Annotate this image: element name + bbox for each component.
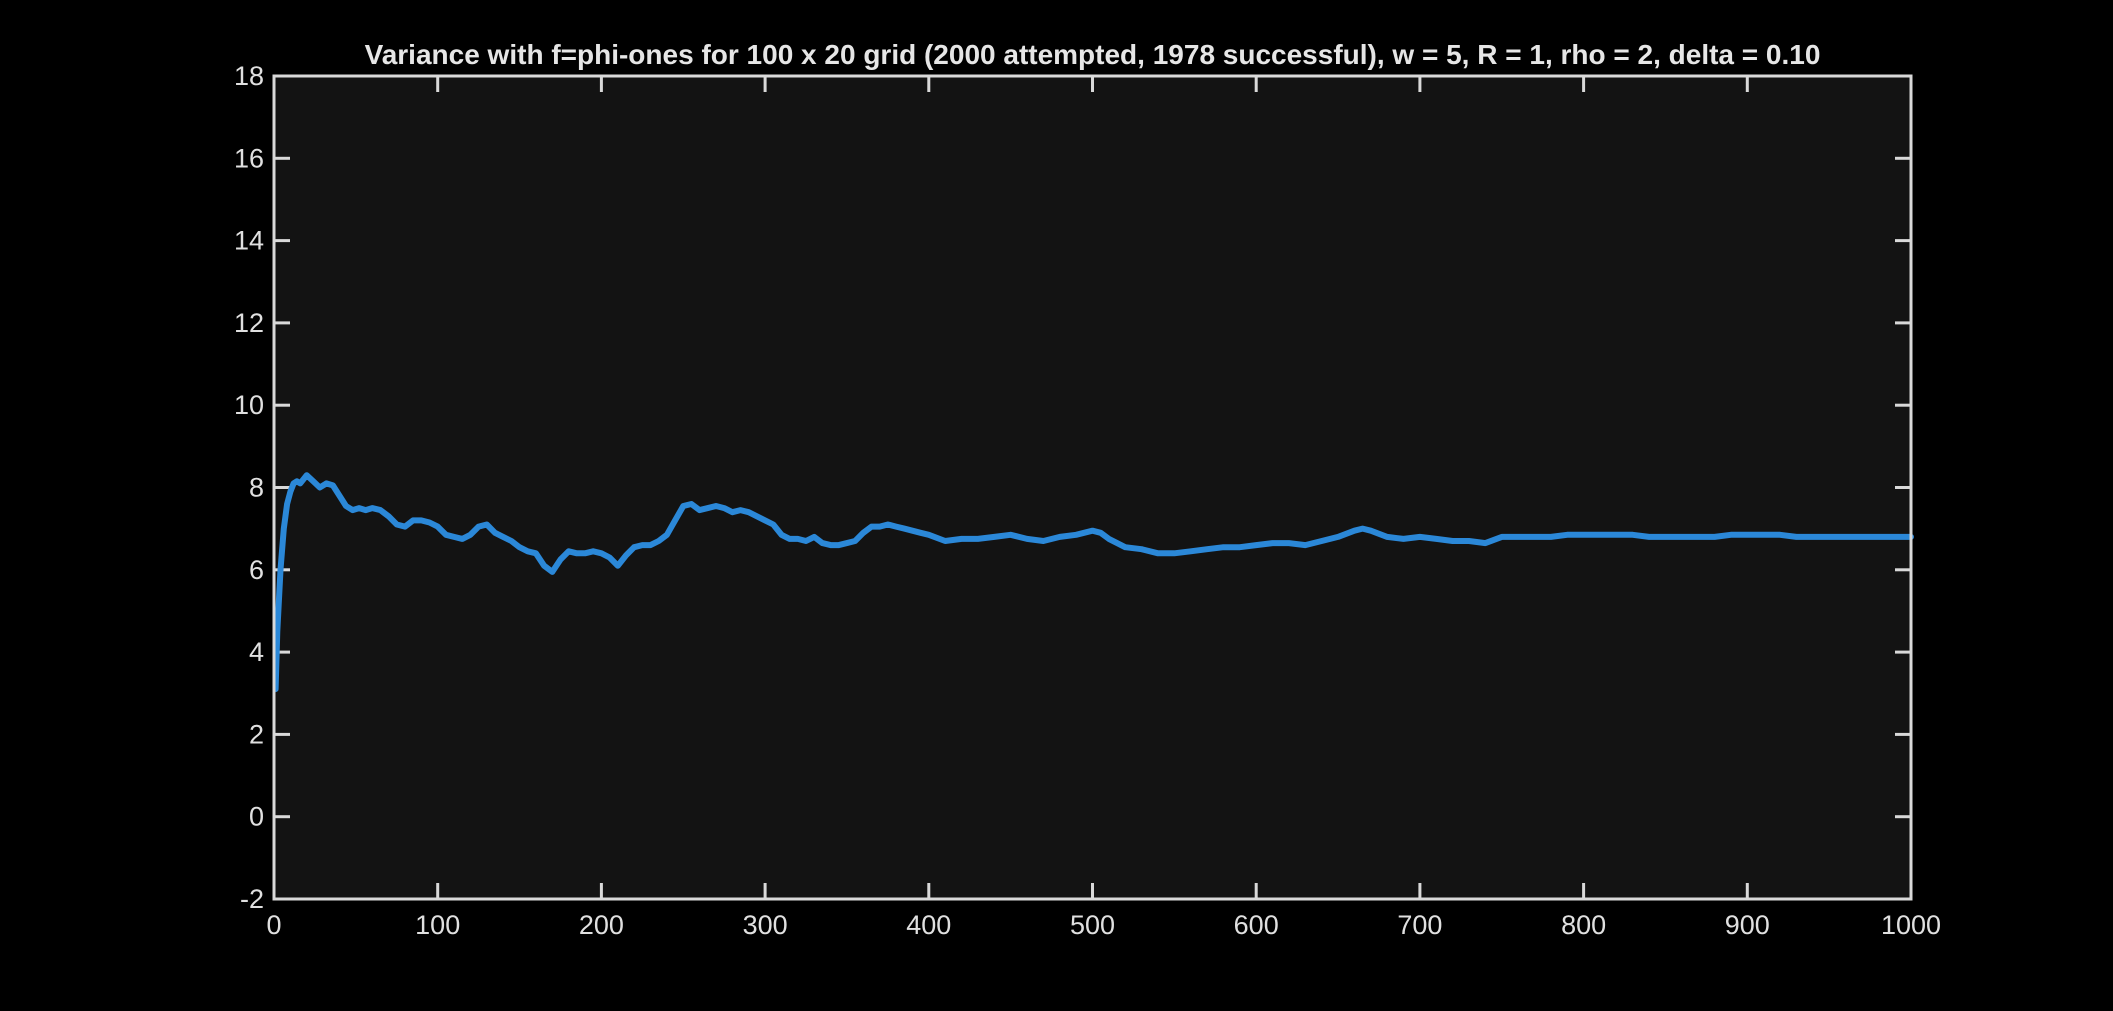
y-tick-label: 0	[249, 802, 264, 832]
x-tick-label: 0	[266, 910, 281, 940]
y-tick-label: 16	[234, 143, 264, 173]
y-tick-label: 12	[234, 308, 264, 338]
x-tick-label: 500	[1070, 910, 1115, 940]
x-tick-labels: 0 100 200 300 400 500 600 700 800 900 1000	[266, 910, 1941, 940]
plot-frame	[272, 74, 1913, 901]
x-tick-label: 1000	[1881, 910, 1941, 940]
x-tick-label: 900	[1725, 910, 1770, 940]
y-tick-label: 10	[234, 390, 264, 420]
x-tick-label: 300	[743, 910, 788, 940]
y-tick-label: 4	[249, 637, 264, 667]
x-tick-label: 100	[415, 910, 460, 940]
y-tick-label: 8	[249, 473, 264, 503]
x-tick-label: 700	[1397, 910, 1442, 940]
y-tick-label: 18	[234, 61, 264, 91]
y-tick-label: 6	[249, 555, 264, 585]
chart-title: Variance with f=phi-ones for 100 x 20 gr…	[365, 39, 1821, 70]
x-tick-label: 400	[906, 910, 951, 940]
x-tick-label: 600	[1234, 910, 1279, 940]
x-tick-label: 200	[579, 910, 624, 940]
y-tick-label: 14	[234, 226, 264, 256]
x-tick-label: 800	[1561, 910, 1606, 940]
y-tick-labels: -2 0 2 4 6 8 10 12 14 16 18	[234, 61, 264, 914]
y-tick-label: -2	[240, 884, 264, 914]
plot-area	[274, 76, 1911, 899]
y-tick-label: 2	[249, 719, 264, 749]
series-line	[272, 472, 1914, 693]
